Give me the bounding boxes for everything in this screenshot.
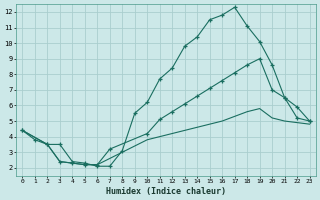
X-axis label: Humidex (Indice chaleur): Humidex (Indice chaleur) [106,187,226,196]
